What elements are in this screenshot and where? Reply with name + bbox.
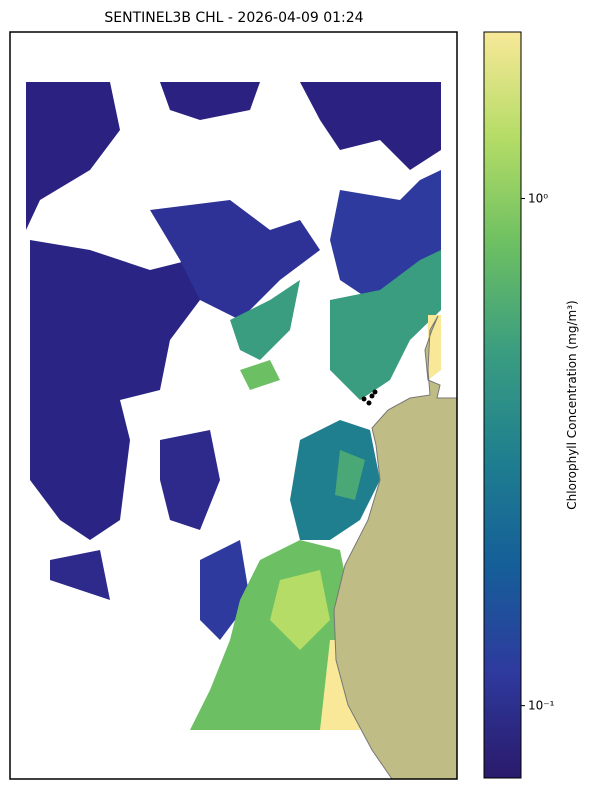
colorbar-tick-label: 10⁰ <box>528 192 548 206</box>
map-title: SENTINEL3B CHL - 2026-04-09 01:24 <box>104 10 363 26</box>
colorbar <box>483 31 522 779</box>
colorbar-label: Chlorophyll Concentration (mg/m³) <box>565 300 579 509</box>
colorbar-tick-label: 10⁻¹ <box>528 699 555 713</box>
map-frame <box>9 31 458 780</box>
map-imagery <box>26 82 458 780</box>
